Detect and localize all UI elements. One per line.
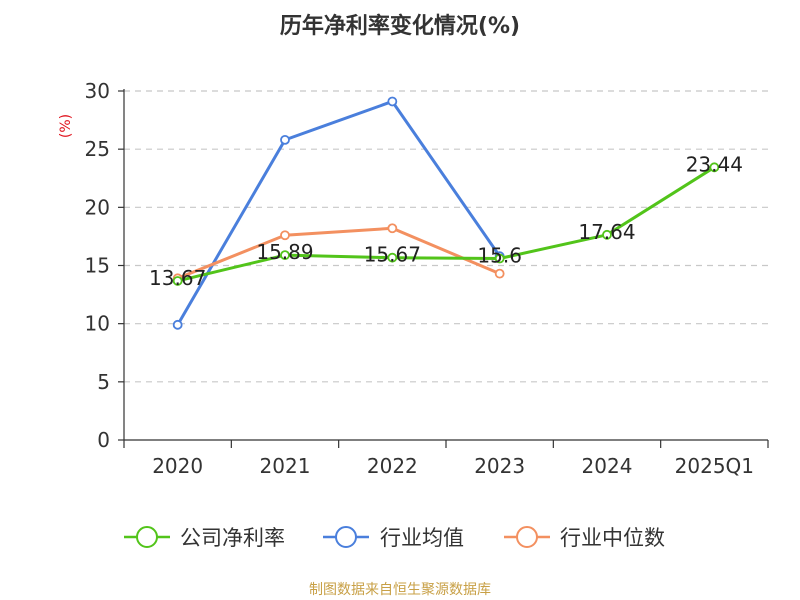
data-label: 13.67 xyxy=(149,266,206,290)
legend-label: 公司净利率 xyxy=(180,526,285,550)
data-point xyxy=(494,268,505,279)
data-point xyxy=(387,96,398,107)
chart-title: 历年净利率变化情况(%) xyxy=(280,13,520,39)
y-tick-label: 25 xyxy=(85,137,110,161)
series-layer xyxy=(172,96,720,330)
legend-swatch-marker xyxy=(136,526,158,548)
axes: 0 5 10 15 20 25 30 2020 2021 2022 2023 2024 2025Q1 xyxy=(85,79,769,478)
data-point xyxy=(709,162,720,173)
data-labels: 13.67 15.89 15.67 15.6 17.64 23.44 xyxy=(149,152,743,290)
data-point xyxy=(172,276,183,286)
data-point xyxy=(387,252,398,263)
source-note: 制图数据来自恒生聚源数据库 xyxy=(309,582,491,598)
data-label: 17.64 xyxy=(578,220,635,244)
x-tick-label: 2021 xyxy=(260,454,311,478)
x-tick-label: 2022 xyxy=(367,454,418,478)
y-tick-label: 30 xyxy=(85,79,110,103)
legend: 公司净利率 行业均值 行业中位数 xyxy=(124,526,665,550)
legend-swatch-marker xyxy=(516,526,538,548)
data-label: 15.89 xyxy=(256,240,313,264)
x-tick-label: 2024 xyxy=(582,454,633,478)
y-tick-label: 0 xyxy=(97,428,110,452)
data-point xyxy=(280,250,290,261)
x-tick-label: 2020 xyxy=(152,454,203,478)
data-point xyxy=(387,223,398,234)
data-point xyxy=(172,319,183,330)
data-point xyxy=(280,134,290,145)
gridlines xyxy=(124,90,768,383)
data-point xyxy=(602,229,612,240)
y-tick-label: 20 xyxy=(85,195,110,219)
data-point xyxy=(280,230,290,241)
y-tick-label: 10 xyxy=(85,312,110,336)
x-tick-label: 2025Q1 xyxy=(675,454,754,478)
series-line-2 xyxy=(177,226,501,280)
data-point xyxy=(494,253,505,264)
x-tick-label: 2023 xyxy=(474,454,525,478)
data-label: 15.6 xyxy=(477,244,522,268)
legend-label: 行业均值 xyxy=(380,526,464,550)
series-line-1 xyxy=(176,99,501,326)
y-axis-label: (%) xyxy=(58,114,74,138)
y-tick-label: 15 xyxy=(85,254,110,278)
data-label: 23.44 xyxy=(686,152,743,176)
series-line-0 xyxy=(177,166,716,283)
y-tick-label: 5 xyxy=(97,370,110,394)
legend-swatch-marker xyxy=(335,526,357,548)
legend-label: 行业中位数 xyxy=(560,526,665,550)
data-label: 15.67 xyxy=(364,243,421,267)
